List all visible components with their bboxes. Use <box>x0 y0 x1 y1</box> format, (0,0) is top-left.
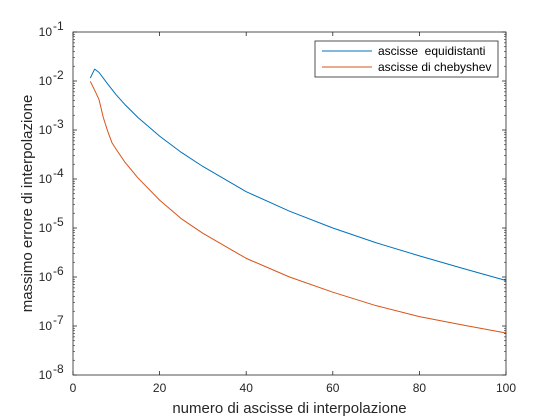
y-tick-label-exponent: -6 <box>53 264 64 278</box>
y-tick-label: 10 <box>39 221 53 235</box>
y-tick-label: 10 <box>39 25 53 39</box>
y-tick-label-exponent: -7 <box>53 313 64 327</box>
series-layer <box>89 68 507 334</box>
y-tick-label: 10 <box>39 270 53 284</box>
legend-label-2: ascisse di chebyshev <box>378 60 491 74</box>
x-tick-label: 60 <box>326 381 340 395</box>
y-tick-label-exponent: -3 <box>53 117 64 131</box>
y-axis-title: massimo errore di interpolazione <box>19 95 36 313</box>
x-axis: 0 20 40 60 80 100 <box>70 32 516 395</box>
plot-frame <box>72 31 507 376</box>
plot-area <box>73 32 506 375</box>
x-tick-label: 80 <box>413 381 427 395</box>
y-tick-label: 10 <box>39 123 53 137</box>
x-tick-label: 20 <box>153 381 167 395</box>
series-line-1 <box>89 68 507 281</box>
x-tick-label: 0 <box>70 381 77 395</box>
y-tick-label-exponent: -2 <box>53 68 64 82</box>
y-tick-label: 10 <box>39 319 53 333</box>
legend-box <box>314 40 499 78</box>
legend: ascisse equidistanti ascisse di chebyshev <box>314 40 499 78</box>
y-tick-label-exponent: -4 <box>53 166 64 180</box>
y-tick-label: 10 <box>39 172 53 186</box>
x-tick-label: 100 <box>496 381 516 395</box>
y-tick-label: 10 <box>39 368 53 382</box>
y-tick-label-exponent: -5 <box>53 215 64 229</box>
legend-label-1: ascisse equidistanti <box>378 44 485 58</box>
x-tick-label: 40 <box>240 381 254 395</box>
y-tick-label-exponent: -1 <box>53 19 64 33</box>
x-axis-title: numero di ascisse di interpolazione <box>172 400 406 417</box>
y-tick-label-exponent: -8 <box>53 362 64 376</box>
y-axis: 10-810-710-610-510-410-310-210-1 <box>39 19 506 382</box>
y-tick-label: 10 <box>39 74 53 88</box>
series-line-2 <box>89 81 507 334</box>
